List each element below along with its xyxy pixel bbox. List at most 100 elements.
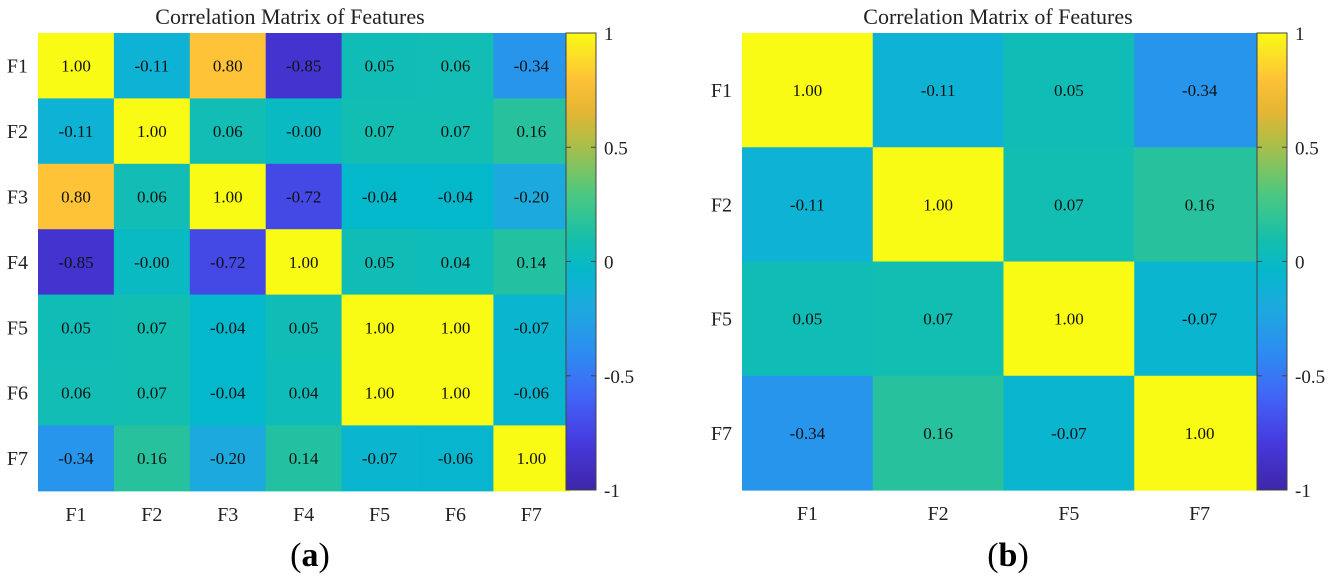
- cell-value-label: 0.16: [923, 424, 953, 443]
- x-tick-label: F4: [293, 504, 314, 526]
- heatmap-cell: [113, 98, 191, 165]
- cell-value-label: -0.04: [210, 384, 246, 403]
- panel-label: (b): [987, 537, 1029, 574]
- heatmap-cell: [341, 425, 419, 492]
- x-tick-label: F1: [65, 504, 86, 526]
- cell-value-label: 0.04: [289, 384, 319, 403]
- heatmap-cell: [1134, 147, 1266, 263]
- heatmap-cell: [493, 33, 570, 99]
- heatmap-cell: [872, 375, 1005, 491]
- heatmap-cell: [417, 33, 494, 99]
- cell-value-label: 0.05: [61, 318, 91, 337]
- heatmap-cell: [1003, 147, 1135, 263]
- cell-value-label: 0.05: [365, 57, 395, 76]
- heatmap-cell: [113, 33, 191, 99]
- heatmap-cell: [341, 33, 419, 99]
- y-tick-label: F7: [711, 423, 732, 445]
- heatmap-cell: [1134, 33, 1266, 148]
- heatmap-cell: [341, 294, 419, 361]
- cell-value-label: -0.07: [514, 318, 550, 337]
- colorbar-tick-label: -0.5: [604, 367, 634, 388]
- heatmap-cell: [742, 375, 874, 491]
- heatmap-cell: [113, 294, 191, 361]
- cell-value-label: 1.00: [61, 57, 91, 76]
- heatmap-panel-a: Correlation Matrix of Features 1.00 -0.11 0…: [7, 4, 634, 574]
- cell-value-label: -0.11: [921, 81, 956, 100]
- cell-value-label: -0.04: [438, 188, 474, 207]
- x-tick-label: F5: [369, 504, 390, 526]
- colorbar-tick-label: -0.5: [1295, 367, 1325, 388]
- cell-value-label: -0.04: [210, 318, 246, 337]
- cell-value-label: 0.06: [61, 384, 91, 403]
- heatmap-cell: [417, 294, 494, 361]
- x-tick-label: F7: [521, 504, 542, 526]
- heatmap-cell: [742, 147, 874, 263]
- heatmap-cell: [1134, 375, 1266, 491]
- cell-value-label: 0.07: [137, 318, 167, 337]
- heatmap-cell: [113, 163, 191, 230]
- cell-value-label: 1.00: [516, 449, 546, 468]
- heatmap-cell: [493, 98, 570, 165]
- x-tick-label: F5: [1058, 503, 1079, 525]
- heatmap-cells: 1.00 -0.11 0.80 -0.85 0.05 0.06 -0.34 -0.11 1.00…: [38, 33, 570, 492]
- cell-value-label: 0.16: [516, 122, 546, 141]
- colorbar-tick-label: 1: [1295, 24, 1305, 45]
- cell-value-label: -0.34: [790, 424, 826, 443]
- x-tick-label: F2: [928, 503, 949, 525]
- cell-value-label: -0.85: [58, 253, 93, 272]
- cell-value-label: 1.00: [1185, 424, 1215, 443]
- heatmap-cell: [341, 360, 419, 426]
- heatmap-cell: [493, 425, 570, 492]
- cell-value-label: 0.06: [137, 188, 167, 207]
- cell-value-label: 1.00: [1054, 310, 1084, 329]
- chart-title: Correlation Matrix of Features: [863, 4, 1132, 29]
- cell-value-label: -0.06: [438, 449, 473, 468]
- colorbar: 1 0.5 0 -0.5 -1: [565, 24, 634, 502]
- colorbar-tick-label: -1: [604, 481, 620, 502]
- y-tick-label: F4: [7, 252, 28, 274]
- cell-value-label: -0.04: [362, 188, 398, 207]
- x-tick-label: F1: [797, 503, 818, 525]
- cell-value-label: 0.80: [61, 188, 91, 207]
- cell-value-label: 1.00: [365, 318, 395, 337]
- y-tick-label: F2: [711, 194, 732, 216]
- cell-value-label: -0.11: [134, 57, 169, 76]
- y-tick-label: F3: [7, 187, 28, 209]
- heatmap-cell: [417, 163, 494, 230]
- heatmap-cell: [341, 229, 419, 296]
- heatmap-cell: [341, 98, 419, 165]
- heatmap-cell: [872, 147, 1005, 263]
- heatmap-cell: [1134, 261, 1266, 377]
- y-tick-label: F5: [7, 317, 28, 339]
- heatmap-cell: [265, 98, 343, 165]
- heatmap-cell: [38, 33, 115, 99]
- heatmap-cell: [742, 33, 874, 148]
- y-tick-label: F2: [7, 121, 28, 143]
- cell-value-label: -0.00: [286, 122, 321, 141]
- heatmap-cell: [189, 425, 267, 492]
- heatmap-panel-b: Correlation Matrix of Features 1.00 -0.11 0…: [711, 4, 1325, 574]
- cell-value-label: 0.14: [289, 449, 319, 468]
- heatmap-cell: [38, 163, 115, 230]
- y-tick-label: F5: [711, 309, 732, 331]
- heatmap-cell: [417, 229, 494, 296]
- y-tick-label: F1: [7, 56, 28, 78]
- cell-value-label: 0.05: [289, 318, 319, 337]
- cell-value-label: 0.14: [516, 253, 546, 272]
- heatmap-cells: 1.00 -0.11 0.05 -0.34 -0.11 1.00 0.07 0.16 0.05 0…: [742, 33, 1266, 491]
- heatmap-cell: [189, 294, 267, 361]
- heatmap-cell: [265, 229, 343, 296]
- cell-value-label: -0.07: [1182, 310, 1218, 329]
- heatmap-cell: [265, 33, 343, 99]
- cell-value-label: -0.72: [286, 188, 321, 207]
- heatmap-cell: [38, 360, 115, 426]
- cell-value-label: 1.00: [923, 195, 953, 214]
- heatmap-cell: [872, 261, 1005, 377]
- heatmap-cell: [38, 98, 115, 165]
- cell-value-label: 0.16: [1185, 195, 1215, 214]
- heatmap-cell: [417, 98, 494, 165]
- cell-value-label: -0.85: [286, 57, 321, 76]
- x-tick-label: F3: [217, 504, 238, 526]
- heatmap-cell: [113, 360, 191, 426]
- colorbar-tick-label: -1: [1295, 481, 1311, 502]
